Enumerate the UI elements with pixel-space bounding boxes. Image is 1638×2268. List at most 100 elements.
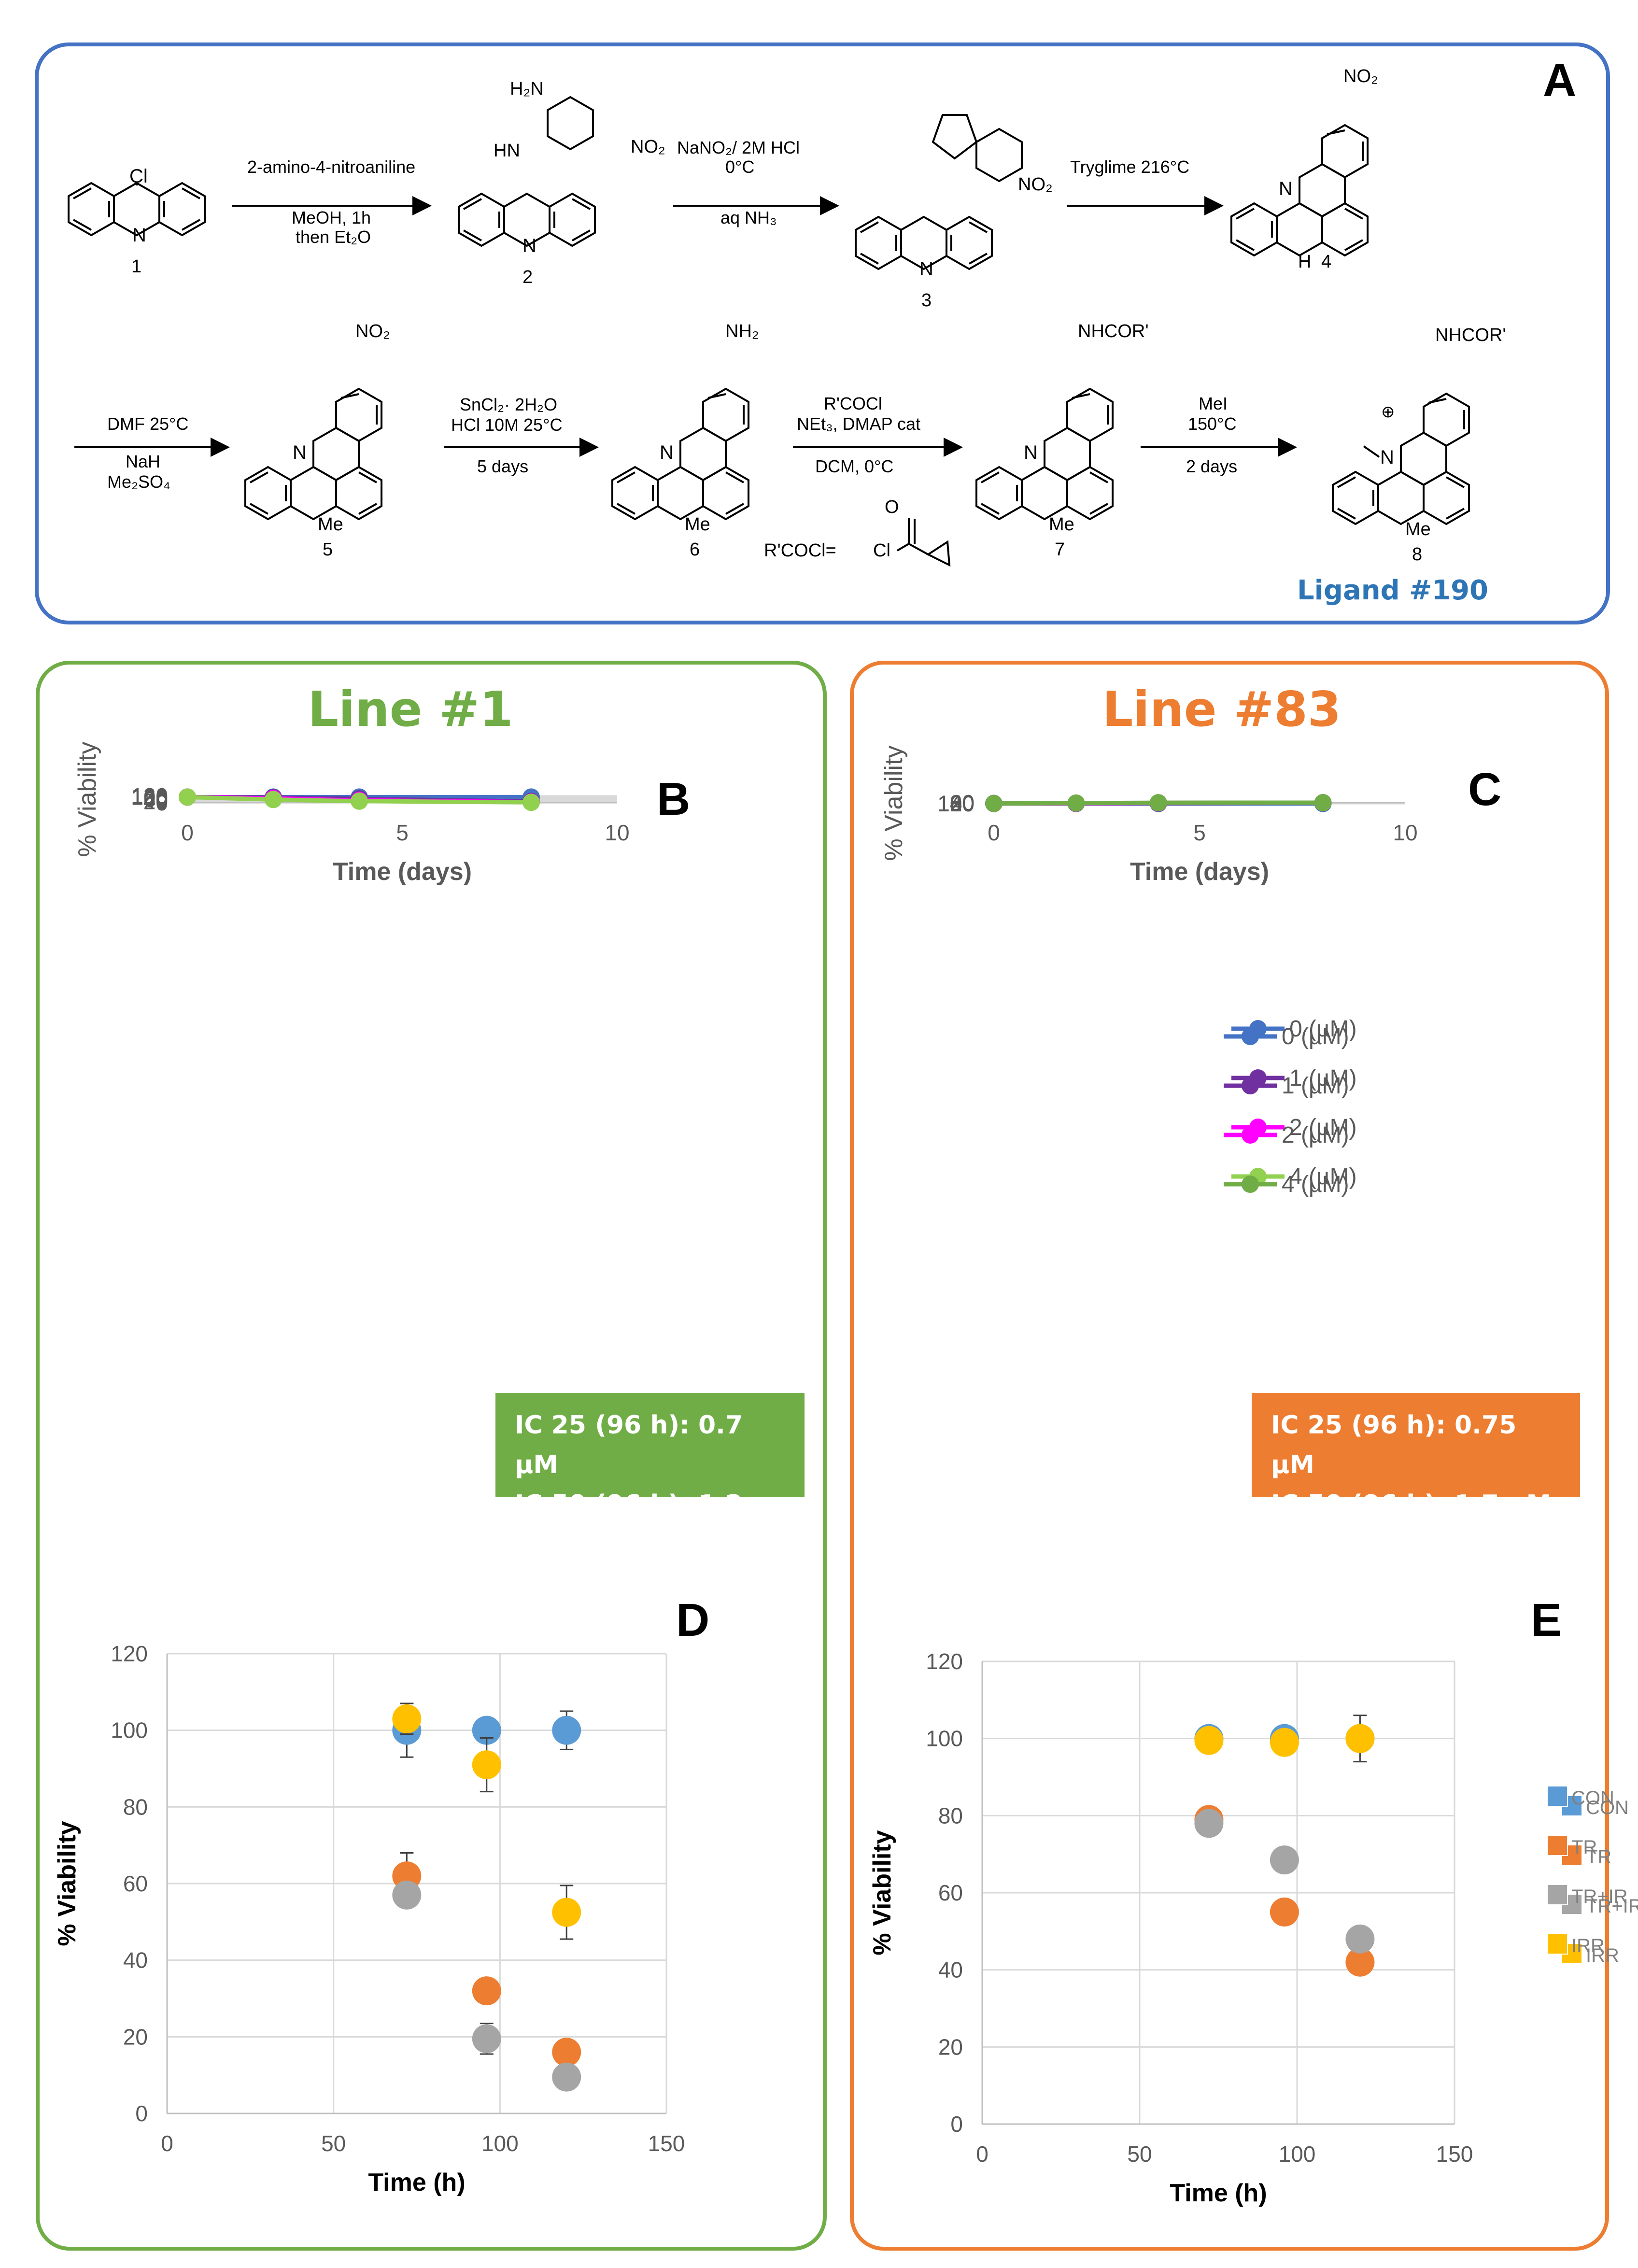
b-series-3-point <box>265 791 282 808</box>
ic-box-line83: IC 25 (96 h): 0.75 µM IC 50 (96 h): 1.7 … <box>1252 1393 1580 1519</box>
c-ytick-label: 120 <box>937 791 974 816</box>
ic-box-line1: IC 25 (96 h): 0.7 µM IC 50 (96 h): 1.2 µ… <box>495 1393 805 1559</box>
b-xlabel: Time (days) <box>333 858 472 886</box>
atom-plus-8: ⊕ <box>1381 403 1395 421</box>
arrow7-above-1: 150°C <box>1188 414 1236 434</box>
c-series-0-legend-label: 0 (µM) <box>1282 1024 1349 1049</box>
arrow1-above-0: 2-amino-4-nitroaniline <box>247 157 415 177</box>
atom-me-6: Me <box>685 514 710 535</box>
d-ytick-label: 20 <box>123 2024 148 2049</box>
c-series-0-legend-marker <box>1242 1028 1259 1045</box>
c-ytick-label: 20 <box>950 790 974 815</box>
ligand-label: Ligand #190 <box>1297 575 1489 606</box>
atom-n-7: N <box>1024 442 1038 463</box>
e-series-0-legend-label: CON <box>1571 1787 1614 1809</box>
c-ytick-label: 80 <box>950 791 974 816</box>
atom-h-4: H <box>1298 252 1311 272</box>
ic50-line1: IC 50 (96 h): 1.2 µM <box>515 1490 743 1559</box>
e-series-1-legend-swatch <box>1547 1835 1568 1856</box>
e-xtick-label: 0 <box>976 2141 988 2167</box>
c-series-3-point <box>1314 794 1332 812</box>
b-ytick-label: 100 <box>131 784 168 809</box>
c-ytick-label: 40 <box>950 791 974 816</box>
ic25-line1: IC 25 (96 h): 0.7 µM <box>515 1411 743 1479</box>
atom-hn-2: HN <box>494 141 520 161</box>
e-ytick-label: 60 <box>938 1880 963 1905</box>
d-series-2-point <box>392 1880 422 1910</box>
e-series-3-point <box>1194 1726 1224 1755</box>
e-series-0-legend-swatch <box>1547 1786 1568 1807</box>
atom-no2-4: NO₂ <box>1343 66 1378 86</box>
ic25-line83: IC 25 (96 h): 0.75 µM <box>1271 1411 1517 1479</box>
b-series-3-legend-label: 4 (µM) <box>1289 1164 1357 1190</box>
e-series-2-point <box>1270 1845 1299 1875</box>
b-series-3-point <box>351 792 368 810</box>
e-series-3-legend-label: IRR <box>1571 1935 1605 1956</box>
e-series-2-point <box>1345 1924 1375 1954</box>
c-series-1-legend-marker <box>1242 1077 1259 1094</box>
arrow3-above-0: Tryglime 216°C <box>1070 157 1189 177</box>
e-ytick-label: 0 <box>950 2112 963 2137</box>
atom-no2-5: NO₂ <box>355 321 390 341</box>
atom-nhcor-8: NHCOR' <box>1435 325 1506 345</box>
c-series-3-line <box>993 800 1323 806</box>
e-ytick-label: 100 <box>926 1726 963 1751</box>
atom-cl-acyl: Cl <box>873 540 890 561</box>
b-ytick-label: 40 <box>143 788 168 813</box>
e-ylabel: % Viability <box>868 1830 896 1955</box>
arrow6-above-1: NEt₃, DMAP cat <box>797 414 920 434</box>
arrow6-below-0: DCM, 0°C <box>815 456 893 476</box>
arrow6-above-0: R'COCl <box>824 394 882 413</box>
compound-3: 3 <box>921 290 932 311</box>
d-series-3-point <box>472 1750 501 1780</box>
d-series-0-legend-label: CON <box>1586 1797 1629 1818</box>
panel-letter-e: E <box>1531 1594 1562 1646</box>
arrow4-below-0: NaH <box>126 452 160 471</box>
c-series-3-legend-marker <box>1242 1176 1259 1193</box>
b-xtick-label: 10 <box>605 820 629 845</box>
panel-letter-b: B <box>657 773 691 825</box>
scheme-panel <box>35 43 1610 624</box>
e-series-2-point <box>1194 1809 1224 1838</box>
arrow2-above-1: 0°C <box>725 157 754 177</box>
compound-2: 2 <box>522 267 533 287</box>
d-series-3-point <box>392 1704 422 1733</box>
e-ytick-label: 20 <box>938 2034 963 2059</box>
compound-1: 1 <box>131 256 141 277</box>
arrow5-below-0: 5 days <box>477 456 528 476</box>
c-xtick-label: 5 <box>1193 820 1206 845</box>
e-ytick-label: 120 <box>926 1649 963 1674</box>
d-series-3-point <box>552 1898 581 1927</box>
c-ylabel: % Viability <box>880 746 908 861</box>
c-xtick-label: 0 <box>988 820 1000 845</box>
line83-title: Line #83 <box>1102 681 1341 737</box>
panel-letter-a: A <box>1543 55 1577 106</box>
arrow2-below-0: aq NH₃ <box>720 208 777 227</box>
atom-n-6: N <box>660 442 674 463</box>
d-series-2-point <box>472 2024 501 2054</box>
b-ytick-label: 80 <box>143 786 168 811</box>
atom-n-8: N <box>1380 447 1394 468</box>
compound-8: 8 <box>1412 544 1422 565</box>
d-series-0-point <box>552 1715 581 1745</box>
atom-nh2-6: NH₂ <box>725 321 759 341</box>
c-series-3-point <box>985 794 1003 812</box>
b-series-3-line <box>187 794 532 805</box>
e-series-1-point <box>1270 1897 1299 1927</box>
c-series-2-legend-label: 2 (µM) <box>1282 1122 1349 1148</box>
d-xtick-label: 150 <box>648 2131 685 2156</box>
d-xtick-label: 0 <box>161 2131 173 2156</box>
b-ytick-label: 20 <box>143 789 168 814</box>
d-ylabel: % Viability <box>53 1821 81 1946</box>
d-xlabel: Time (h) <box>368 2169 465 2197</box>
rcocl-equals: R'COCl= <box>764 540 836 561</box>
arrow7-above-0: MeI <box>1199 394 1228 413</box>
d-xtick-label: 50 <box>321 2131 346 2156</box>
d-ytick-label: 120 <box>111 1641 148 1666</box>
arrow2-above-0: NaNO₂/ 2M HCl <box>677 138 800 157</box>
atom-me-5: Me <box>318 514 343 535</box>
